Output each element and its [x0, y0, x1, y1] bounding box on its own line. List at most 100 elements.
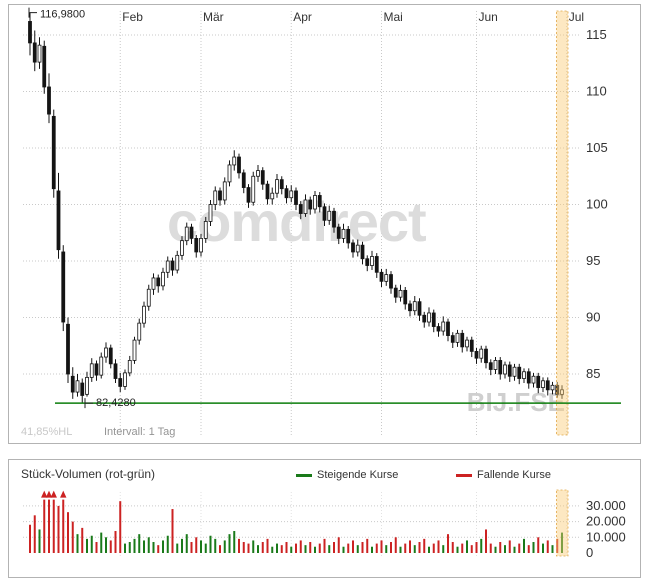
- price-axis-labels: 115 110 105 100 95 90 85: [586, 27, 608, 381]
- symbol-watermark: BIJ.FSE: [467, 387, 565, 417]
- candle-body: [56, 190, 61, 251]
- volume-bar: [551, 545, 554, 553]
- candle-body: [80, 382, 85, 396]
- volume-bar: [447, 534, 449, 553]
- candle-body: [165, 260, 170, 273]
- volume-bar: [238, 538, 240, 553]
- candle-body: [118, 378, 123, 387]
- candle-body: [370, 256, 374, 266]
- volume-bar: [204, 543, 207, 553]
- volume-bar: [494, 546, 497, 553]
- volume-bars: [29, 490, 563, 553]
- volume-bar: [333, 542, 335, 553]
- volume-bar: [428, 546, 430, 553]
- candle-body: [346, 228, 351, 244]
- volume-bar: [556, 538, 559, 553]
- volume-bar: [95, 542, 98, 553]
- candle-body: [379, 271, 384, 282]
- candle-body: [545, 380, 550, 391]
- volume-bar: [409, 540, 411, 553]
- volume-bar: [242, 542, 245, 553]
- volume-bar: [518, 543, 521, 553]
- month-labels: Feb Mär Apr Mai Jun Jul: [122, 10, 584, 24]
- volume-bar: [67, 512, 69, 553]
- candle-body: [313, 195, 317, 210]
- candle-body: [298, 204, 303, 214]
- candle-body: [474, 350, 479, 359]
- volume-bar: [323, 538, 326, 553]
- volume-bar: [76, 534, 79, 553]
- candlestick-series: [28, 12, 564, 404]
- volume-bar: [361, 542, 364, 553]
- volume-axis-tick: 30.000: [586, 498, 626, 513]
- candle-body: [32, 42, 37, 63]
- legend-falling: Fallende Kurse: [456, 469, 551, 481]
- volume-bar: [138, 534, 141, 553]
- volume-bar: [33, 515, 36, 553]
- volume-bar: [62, 499, 65, 553]
- month-label: Apr: [293, 10, 312, 24]
- candle-body: [61, 251, 66, 323]
- volume-bar: [219, 545, 221, 553]
- candle-body: [465, 339, 469, 348]
- volume-bar: [29, 524, 31, 553]
- volume-bar: [470, 545, 473, 553]
- legend-falling-label: Fallende Kurse: [477, 469, 551, 481]
- candle-body: [493, 360, 498, 370]
- candle-body: [322, 206, 327, 221]
- candle-body: [550, 384, 555, 391]
- support-marker-tick: [84, 398, 93, 409]
- candle-body: [251, 175, 256, 203]
- volume-bar: [271, 546, 274, 553]
- candle-body: [180, 240, 184, 256]
- candle-body: [360, 244, 365, 260]
- volume-bar: [295, 543, 297, 553]
- candle-body: [294, 190, 298, 205]
- candle-body: [42, 45, 47, 88]
- candle-body: [436, 326, 441, 332]
- volume-bar: [261, 542, 264, 553]
- footer-percent-range: 41,85%HL: [21, 426, 72, 438]
- candle-body: [222, 181, 227, 201]
- volume-bar: [252, 540, 255, 553]
- price-axis-tick: 100: [586, 197, 608, 212]
- candle-body: [422, 314, 427, 323]
- volume-bar: [157, 545, 160, 553]
- legend-rising: Steigende Kurse: [296, 469, 398, 481]
- candle-body: [441, 321, 446, 332]
- month-label: Feb: [122, 10, 143, 24]
- candle-body: [317, 195, 322, 208]
- candle-body: [175, 254, 180, 271]
- month-label: Mär: [203, 10, 224, 24]
- volume-bar: [128, 542, 131, 553]
- volume-bar: [299, 540, 302, 553]
- volume-bar: [456, 546, 459, 553]
- volume-bar: [561, 532, 563, 553]
- volume-axis-tick: 0: [586, 545, 593, 560]
- candle-body: [123, 372, 127, 387]
- candle-body: [241, 172, 246, 188]
- volume-bar: [266, 538, 269, 553]
- candle-body: [28, 21, 32, 44]
- volume-bar: [109, 540, 112, 553]
- volume-bar: [542, 543, 544, 553]
- volume-bar: [276, 543, 278, 553]
- volume-bar: [489, 543, 492, 553]
- volume-bar: [537, 537, 540, 553]
- volume-bar: [309, 542, 312, 553]
- candle-body: [289, 190, 294, 199]
- volume-bar: [209, 535, 212, 553]
- volume-bar: [247, 543, 250, 553]
- price-axis-tick: 105: [586, 140, 608, 155]
- candle-body: [208, 204, 213, 222]
- current-period-highlight: [556, 10, 569, 436]
- rising-color-swatch: [296, 473, 312, 477]
- volume-bar: [57, 505, 60, 553]
- candle-body: [66, 323, 70, 375]
- volume-bar: [71, 521, 74, 553]
- candle-body: [531, 375, 536, 384]
- candle-body: [89, 363, 94, 378]
- candle-body: [237, 156, 241, 174]
- volume-bar: [513, 546, 516, 553]
- candle-body: [246, 187, 251, 203]
